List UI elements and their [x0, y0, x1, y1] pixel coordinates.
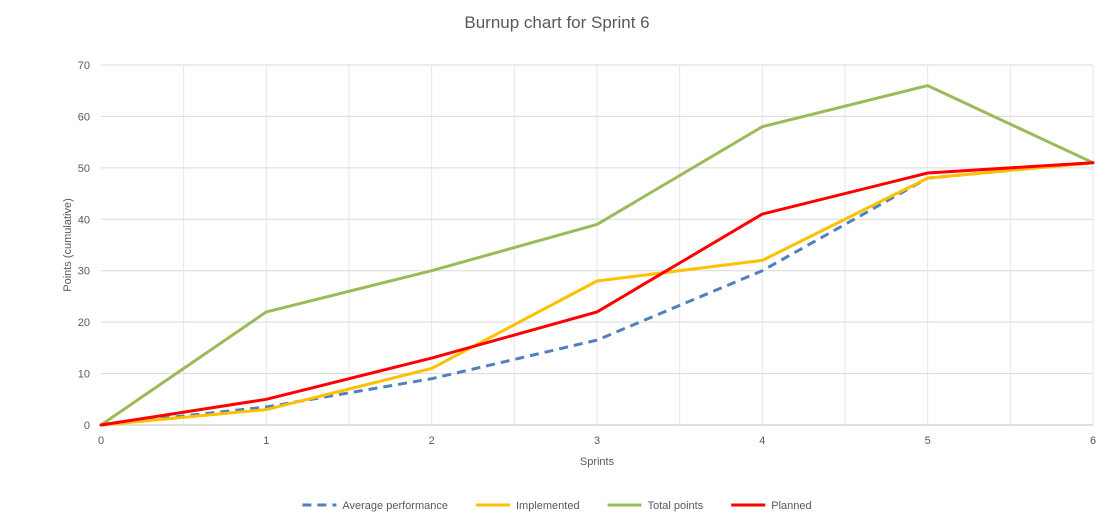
- y-tick-label: 30: [78, 266, 90, 278]
- legend-label: Planned: [771, 500, 811, 512]
- legend-label: Implemented: [516, 500, 580, 512]
- x-tick-label: 1: [263, 435, 269, 447]
- series-line-total-points: [99, 84, 1095, 427]
- series-lines: [99, 84, 1095, 427]
- gridlines: [101, 64, 1094, 425]
- x-tick-label: 2: [429, 435, 435, 447]
- legend-label: Average performance: [342, 500, 448, 512]
- axes: 0 10 20 30 40 50 60 70 0 1 2 3 4 5 6: [78, 60, 1096, 447]
- legend-label: Total points: [648, 500, 704, 512]
- x-axis-title: Sprints: [580, 456, 615, 468]
- legend-item-total-points: Total points: [607, 500, 704, 512]
- y-tick-label: 60: [78, 111, 90, 123]
- x-tick-label: 3: [594, 435, 600, 447]
- chart-title: Burnup chart for Sprint 6: [464, 13, 649, 32]
- legend-item-average-performance: Average performance: [302, 500, 448, 512]
- x-tick-label: 5: [925, 435, 931, 447]
- series-line-planned: [99, 161, 1095, 427]
- legend-item-implemented: Implemented: [475, 500, 580, 512]
- y-axis-title: Points (cumulative): [62, 198, 74, 292]
- y-tick-label: 70: [78, 60, 90, 72]
- x-tick-label: 0: [98, 435, 104, 447]
- y-tick-label: 50: [78, 163, 90, 175]
- y-tick-label: 0: [84, 420, 90, 432]
- series-line-implemented: [99, 161, 1095, 427]
- y-tick-label: 40: [78, 214, 90, 226]
- y-tick-label: 20: [78, 317, 90, 329]
- legend: Average performance Implemented Total poin…: [302, 500, 812, 512]
- x-tick-label: 6: [1090, 435, 1096, 447]
- legend-item-planned: Planned: [731, 500, 812, 512]
- x-tick-label: 4: [759, 435, 765, 447]
- y-tick-label: 10: [78, 369, 90, 381]
